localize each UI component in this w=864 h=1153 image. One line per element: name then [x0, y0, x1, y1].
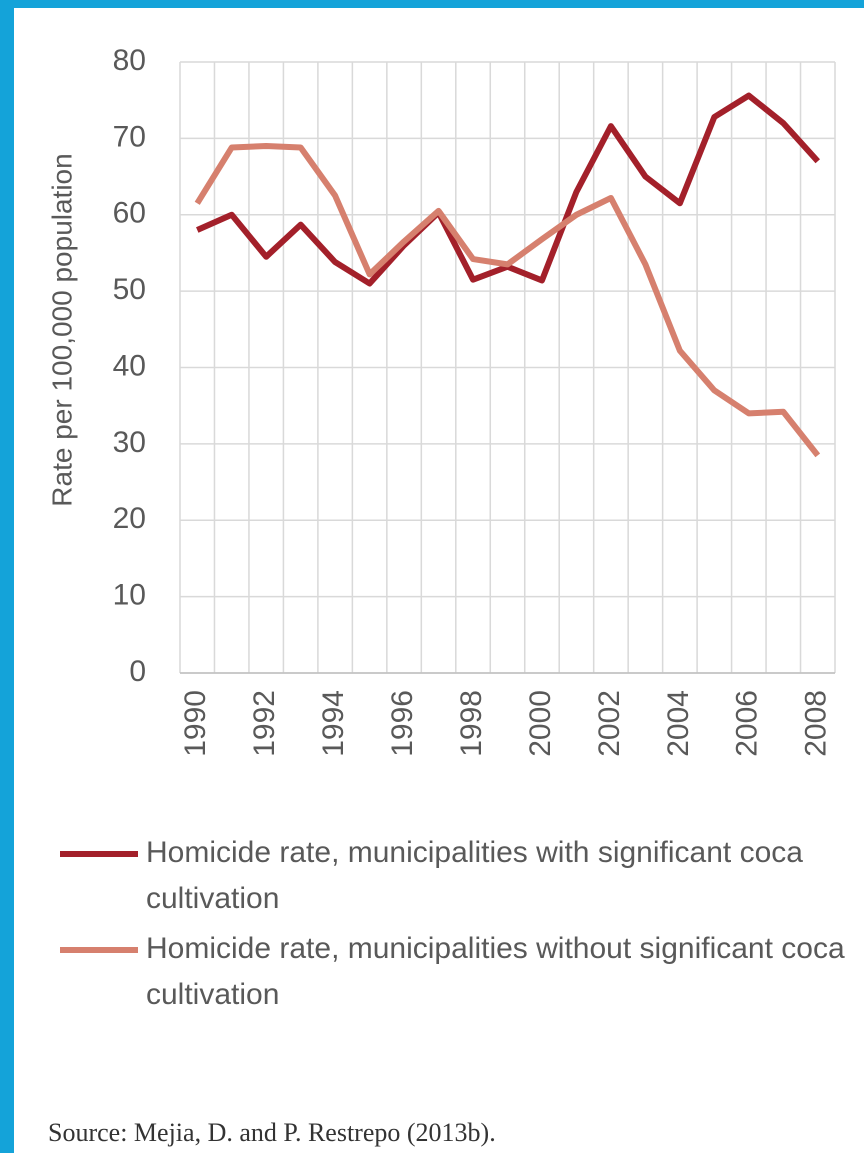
- x-tick-label: 1992: [248, 690, 281, 757]
- x-tick-label: 1990: [179, 690, 212, 757]
- series-line: [196, 92, 820, 287]
- y-axis-label: Rate per 100,000 population: [46, 153, 77, 506]
- legend-entry: Homicide rate, municipalities without si…: [60, 926, 860, 1018]
- x-tick-label: 2002: [593, 690, 626, 757]
- legend-label: Homicide rate, municipalities with signi…: [146, 836, 803, 915]
- legend-swatch: [60, 947, 138, 953]
- frame-left: [0, 0, 14, 1153]
- y-tick-label: 10: [113, 579, 146, 612]
- x-tick-label: 2004: [662, 690, 695, 757]
- y-tick-label: 20: [113, 502, 146, 535]
- source-note: Source: Mejia, D. and P. Restrepo (2013b…: [48, 1118, 496, 1147]
- series-line: [194, 143, 821, 458]
- frame-top: [0, 0, 864, 8]
- x-tick-label: 2006: [731, 690, 764, 757]
- x-tick-label: 1996: [386, 690, 419, 757]
- x-tick-label: 1998: [455, 690, 488, 757]
- y-tick-label: 60: [113, 197, 146, 230]
- x-tick-label: 1994: [317, 690, 350, 757]
- y-tick-label: 80: [113, 44, 146, 77]
- y-tick-label: 50: [113, 273, 146, 306]
- y-tick-label: 30: [113, 426, 146, 459]
- y-tick-label: 40: [113, 349, 146, 382]
- y-tick-label: 70: [113, 120, 146, 153]
- x-tick-label: 2000: [524, 690, 557, 757]
- legend-swatch: [60, 851, 138, 857]
- y-tick-label: 0: [129, 655, 146, 688]
- legend-label: Homicide rate, municipalities without si…: [146, 932, 845, 1011]
- x-tick-label: 2008: [800, 690, 833, 757]
- legend-entry: Homicide rate, municipalities with signi…: [60, 830, 860, 922]
